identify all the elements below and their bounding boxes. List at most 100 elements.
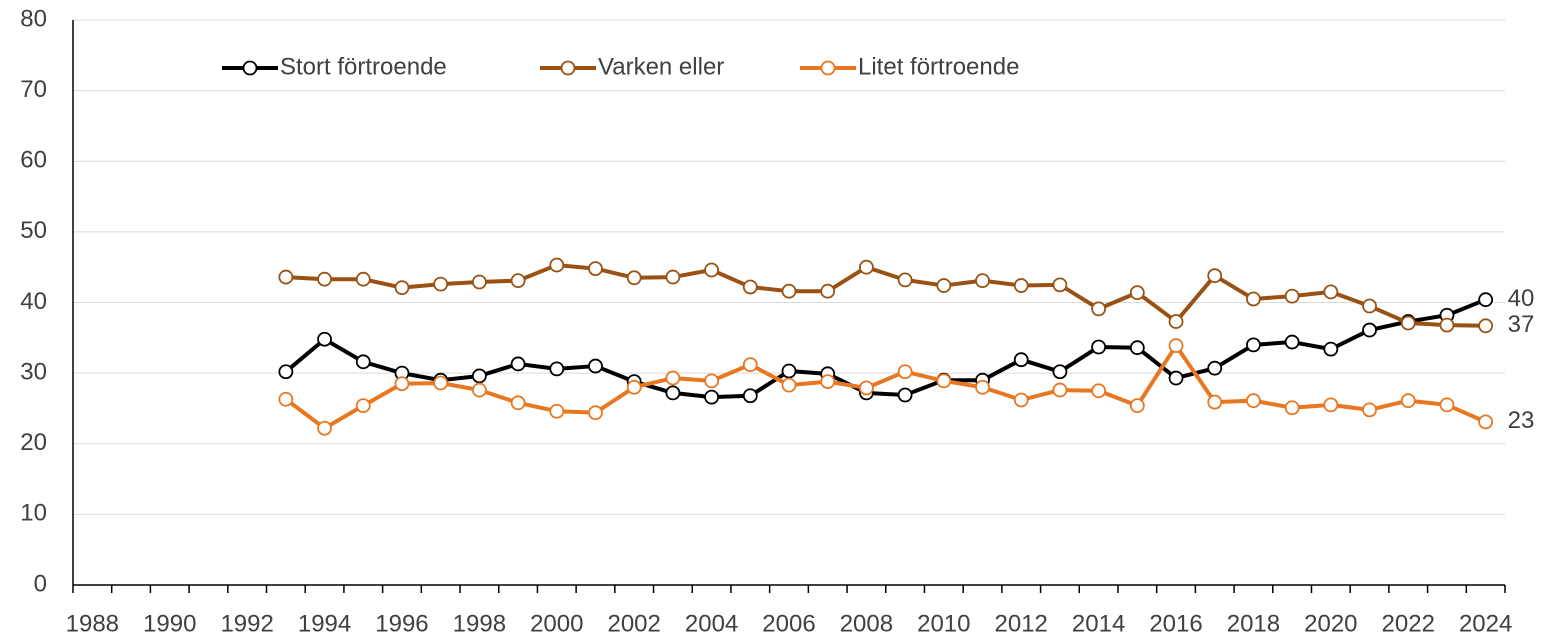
point	[355, 354, 371, 370]
point	[394, 376, 410, 392]
point	[820, 374, 836, 390]
point	[1478, 318, 1494, 334]
point	[1013, 392, 1029, 408]
point	[1284, 400, 1300, 416]
point	[394, 280, 410, 296]
x-tick-label: 1992	[220, 610, 273, 637]
point	[1168, 370, 1184, 386]
point	[975, 379, 990, 395]
point	[1362, 322, 1377, 338]
point	[742, 388, 758, 404]
point	[1129, 340, 1145, 356]
point	[1013, 352, 1029, 368]
legend-marker	[560, 60, 576, 76]
point	[1168, 314, 1184, 329]
point	[1052, 382, 1068, 398]
point	[1207, 268, 1223, 284]
point	[510, 395, 526, 411]
point	[1400, 315, 1416, 331]
point	[1478, 414, 1494, 430]
x-tick-label: 2012	[995, 610, 1048, 637]
x-tick-label: 2006	[762, 610, 815, 637]
x-tick-label: 2022	[1382, 610, 1435, 637]
point	[1091, 301, 1107, 317]
x-tick-label: 1994	[298, 610, 351, 637]
point	[433, 276, 449, 292]
x-tick-label: 1990	[143, 610, 196, 637]
y-tick-label: 10	[20, 500, 47, 527]
point	[317, 271, 332, 287]
x-tick-label: 1988	[66, 610, 119, 637]
y-tick-label: 60	[20, 147, 47, 174]
legend-label: Litet förtroende	[858, 53, 1019, 80]
x-tick-label: 2002	[607, 610, 660, 637]
y-tick-label: 0	[34, 570, 47, 597]
x-tick-label: 2024	[1459, 610, 1512, 637]
point	[1323, 341, 1339, 357]
point	[355, 398, 371, 414]
point	[665, 370, 681, 386]
point	[1284, 334, 1300, 350]
point	[510, 273, 526, 289]
point	[471, 382, 487, 398]
point	[859, 259, 874, 275]
point	[1246, 393, 1261, 409]
point	[626, 270, 642, 286]
point	[1052, 364, 1068, 380]
x-tick-label: 1996	[375, 610, 428, 637]
series-line	[284, 343, 1487, 431]
legend-label: Varken eller	[598, 53, 724, 80]
series-line	[285, 263, 1486, 328]
point	[1323, 397, 1339, 413]
value-label: 40	[1508, 285, 1535, 312]
point	[1091, 339, 1107, 355]
y-tick-label: 80	[20, 5, 47, 32]
point	[433, 375, 449, 391]
point	[471, 274, 487, 290]
point	[1168, 338, 1184, 353]
point	[704, 373, 719, 389]
point	[317, 420, 332, 436]
point	[588, 261, 603, 277]
point	[588, 405, 603, 421]
y-tick-label: 70	[20, 76, 47, 103]
legend-marker	[820, 60, 836, 76]
point	[1207, 360, 1223, 376]
point	[278, 391, 294, 407]
series-line	[284, 297, 1487, 400]
point	[1129, 285, 1145, 301]
point	[1129, 398, 1145, 414]
x-tick-label: 2008	[840, 610, 893, 637]
point	[588, 358, 603, 374]
point	[781, 283, 797, 299]
point	[665, 269, 681, 285]
point	[820, 283, 836, 299]
x-tick-label: 2020	[1304, 610, 1357, 637]
legend-label: Stort förtroende	[280, 53, 447, 80]
point	[975, 273, 990, 289]
y-tick-label: 50	[20, 217, 47, 244]
point	[471, 368, 487, 384]
x-tick-label: 2016	[1149, 610, 1202, 637]
legend-marker	[242, 60, 258, 76]
x-tick-label: 2004	[685, 610, 738, 637]
point	[1013, 278, 1029, 293]
point	[1478, 292, 1494, 308]
point	[1362, 298, 1377, 314]
point	[936, 278, 952, 293]
point	[781, 363, 797, 379]
y-tick-label: 30	[20, 358, 47, 385]
point	[897, 387, 913, 403]
point	[549, 361, 565, 377]
point	[626, 379, 642, 395]
point	[1246, 291, 1261, 307]
point	[510, 356, 526, 372]
y-tick-label: 20	[20, 429, 47, 456]
value-label: 37	[1508, 311, 1535, 338]
point	[1400, 393, 1416, 409]
point	[1207, 394, 1223, 410]
point	[665, 385, 681, 401]
y-tick-label: 40	[20, 288, 47, 315]
x-tick-label: 1998	[453, 610, 506, 637]
